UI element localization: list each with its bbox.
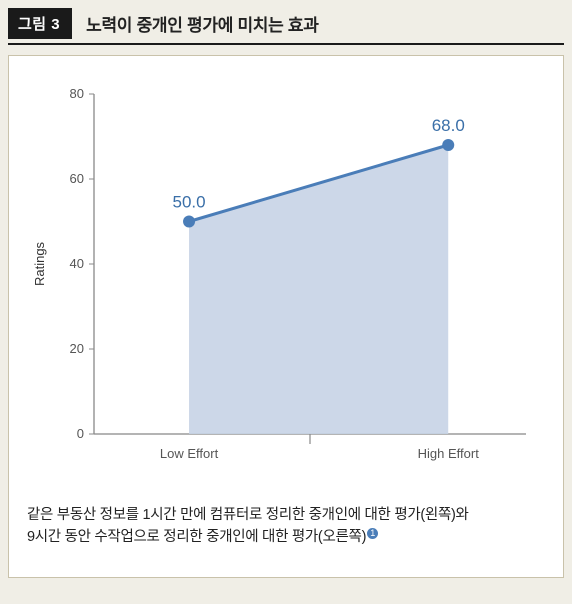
caption-line-1: 같은 부동산 정보를 1시간 만에 컴퓨터로 정리한 중개인에 대한 평가(왼쪽… <box>27 507 469 523</box>
figure-badge: 그림 3 <box>8 8 72 39</box>
svg-text:0: 0 <box>77 426 84 441</box>
figure-caption: 같은 부동산 정보를 1시간 만에 컴퓨터로 정리한 중개인에 대한 평가(왼쪽… <box>21 504 551 559</box>
chart-frame: 0 20 40 60 80 Ratings 50.0 68.0 Low Effort High E… <box>8 55 564 578</box>
svg-text:20: 20 <box>70 341 84 356</box>
caption-line-2: 9시간 동안 수작업으로 정리한 중개인에 대한 평가(오른쪽) <box>27 529 366 545</box>
svg-text:80: 80 <box>70 86 84 101</box>
figure-title: 노력이 중개인 평가에 미치는 효과 <box>86 11 318 36</box>
figure-container: 그림 3 노력이 중개인 평가에 미치는 효과 0 20 40 60 80 Ratings… <box>8 8 564 596</box>
svg-text:68.0: 68.0 <box>432 116 465 135</box>
svg-text:40: 40 <box>70 256 84 271</box>
svg-text:50.0: 50.0 <box>172 193 205 212</box>
figure-header: 그림 3 노력이 중개인 평가에 미치는 효과 <box>8 8 564 45</box>
footnote-marker: 1 <box>367 528 378 539</box>
ratings-chart: 0 20 40 60 80 Ratings 50.0 68.0 Low Effort High E… <box>21 74 551 474</box>
svg-text:Ratings: Ratings <box>32 241 47 286</box>
svg-text:Low Effort: Low Effort <box>160 446 219 461</box>
svg-text:60: 60 <box>70 171 84 186</box>
svg-text:High Effort: High Effort <box>418 446 480 461</box>
